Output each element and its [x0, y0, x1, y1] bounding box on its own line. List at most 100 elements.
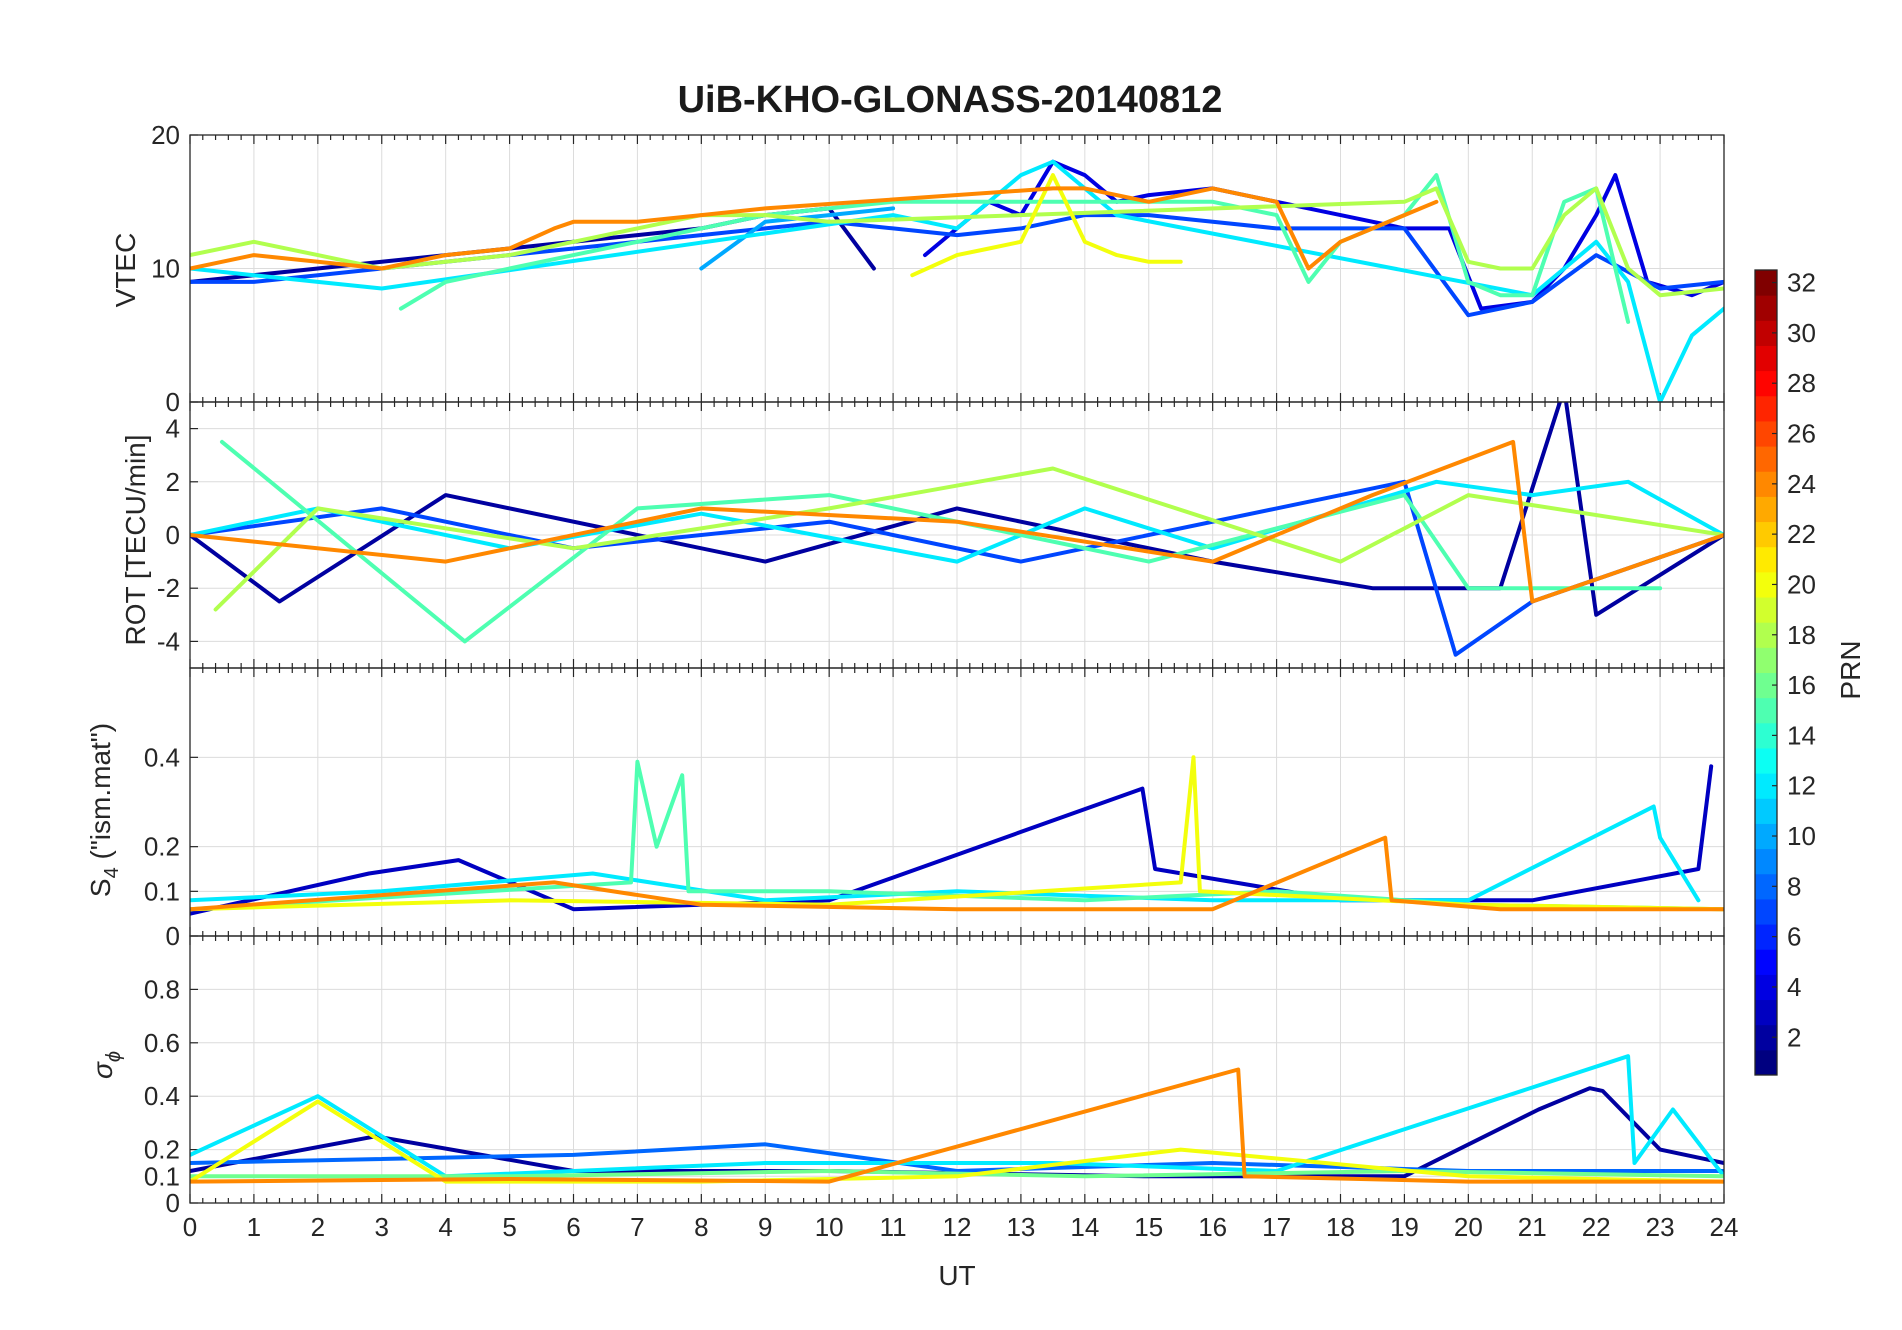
x-tick-label: 6	[566, 1212, 580, 1242]
x-tick-label: 13	[1006, 1212, 1035, 1242]
series-prn-18	[190, 186, 1724, 298]
colorbar-cell	[1755, 546, 1777, 573]
colorbar-tick-label: 8	[1787, 871, 1801, 901]
colorbar-cell	[1755, 446, 1777, 472]
y-tick-label: 0.4	[144, 1081, 180, 1111]
x-tick-label: 19	[1390, 1212, 1419, 1242]
colorbar-cell	[1755, 270, 1777, 296]
colorbar-tick-label: 22	[1787, 519, 1816, 549]
x-tick-label: 7	[630, 1212, 644, 1242]
y-tick-label: 0	[166, 520, 180, 550]
y-tick-label: -4	[157, 626, 180, 656]
x-tick-label: 3	[375, 1212, 389, 1242]
colorbar-cell	[1755, 345, 1777, 372]
colorbar-cell	[1755, 496, 1777, 523]
y-tick-label: 2	[166, 467, 180, 497]
x-tick-label: 15	[1134, 1212, 1163, 1242]
colorbar-cell	[1755, 747, 1777, 774]
colorbar-cell	[1755, 622, 1777, 648]
series-prn-20	[190, 1099, 1724, 1184]
y-tick-label: 0.1	[144, 1161, 180, 1191]
x-tick-label: 16	[1198, 1212, 1227, 1242]
colorbar-tick-label: 24	[1787, 469, 1816, 499]
x-tick-label: 20	[1454, 1212, 1483, 1242]
series-prn-20	[910, 173, 1183, 278]
colorbar-tick-label: 2	[1787, 1022, 1801, 1052]
series-prn-15	[190, 759, 1724, 912]
series-prn-24	[190, 1067, 1724, 1184]
colorbar-cell	[1755, 420, 1777, 447]
colorbar-tick-label: 12	[1787, 771, 1816, 801]
colorbar-cell	[1755, 949, 1777, 975]
colorbar-cell	[1755, 974, 1777, 1001]
colorbar-cell	[1755, 848, 1777, 875]
series-prn-24	[190, 835, 1724, 912]
x-tick-label: 12	[943, 1212, 972, 1242]
colorbar-tick-label: 28	[1787, 368, 1816, 398]
y-tick-label: 0.8	[144, 974, 180, 1004]
colorbar-cell	[1755, 370, 1777, 397]
x-tick-label: 11	[880, 1212, 907, 1242]
x-tick-label: 22	[1582, 1212, 1611, 1242]
panel-s4: 0 0.1 0.2 0.4	[144, 667, 1725, 951]
x-tick-label: 2	[311, 1212, 325, 1242]
y-tick-label: 0.1	[144, 876, 180, 906]
colorbar-cell	[1755, 395, 1777, 422]
colorbar-cell	[1755, 597, 1777, 623]
y-label-vtec: VTEC	[110, 233, 141, 308]
x-axis-label: UT	[938, 1260, 975, 1291]
y-tick-label: 0.4	[144, 742, 180, 772]
y-tick-label: 20	[151, 120, 180, 150]
series-prn-2	[190, 1086, 1724, 1179]
x-tick-label: 21	[1518, 1212, 1547, 1242]
series-prn-12	[190, 804, 1701, 903]
y-tick-label: 10	[151, 254, 180, 284]
colorbar-cell	[1755, 898, 1777, 925]
y-tick-label: 0	[166, 1188, 180, 1218]
y-tick-label: -2	[157, 573, 180, 603]
colorbar-tick-label: 32	[1787, 268, 1816, 298]
y-tick-label: 0	[166, 921, 180, 951]
series-prn-24	[190, 439, 1724, 604]
y-tick-label: 4	[166, 414, 180, 444]
y-tick-label: 0.2	[144, 832, 180, 862]
x-tick-label: 9	[758, 1212, 772, 1242]
colorbar-cell	[1755, 320, 1777, 346]
colorbar-cell	[1755, 924, 1777, 950]
colorbar-tick-label: 18	[1787, 620, 1816, 650]
colorbar-tick-label: 10	[1787, 821, 1816, 851]
colorbar-cell	[1755, 873, 1777, 900]
chart-title: UiB-KHO-GLONASS-20140812	[678, 79, 1223, 121]
series-prn-3	[190, 764, 1714, 916]
y-tick-label: 0.2	[144, 1135, 180, 1165]
panel-rot: -4 -2 0 2 4	[157, 401, 1725, 669]
colorbar-cell	[1755, 1049, 1777, 1076]
colorbar-tick-label: 20	[1787, 569, 1816, 599]
colorbar-frame	[1754, 269, 1778, 1076]
y-label-s4: S4 ("ism.mat")	[85, 723, 123, 897]
x-tick-label: 10	[815, 1212, 844, 1242]
x-tick-label: 8	[694, 1212, 708, 1242]
series-prn-18	[213, 466, 1724, 612]
colorbar-tick-label: 16	[1787, 670, 1816, 700]
series-prn-12	[190, 1054, 1724, 1179]
colorbar-tick-label: 6	[1787, 922, 1801, 952]
colorbar-cell	[1755, 773, 1777, 799]
panel-sigma-phi: 00.10.2 0.4 0.6 0.8	[144, 935, 1725, 1218]
series-prn-16	[190, 1169, 1724, 1179]
x-tick-label: 14	[1070, 1212, 1099, 1242]
x-axis-ticks: 0 1 2 3 4 5 6 7 8 9 10 11 12 13 14 15 16 17 18 19 20 21 22 23 24	[183, 1212, 1739, 1242]
colorbar-cell	[1755, 722, 1777, 749]
colorbar-cell	[1755, 697, 1777, 724]
colorbar-cell	[1755, 521, 1777, 548]
colorbar-cell	[1755, 672, 1777, 699]
y-tick-label: 0.6	[144, 1028, 180, 1058]
series-prn-12	[190, 159, 1724, 402]
series-prn-15	[398, 173, 1631, 324]
colorbar-cell	[1755, 571, 1777, 598]
series-prn-4	[923, 159, 1724, 311]
x-tick-label: 24	[1710, 1212, 1739, 1242]
series-prn-7	[190, 479, 1724, 657]
